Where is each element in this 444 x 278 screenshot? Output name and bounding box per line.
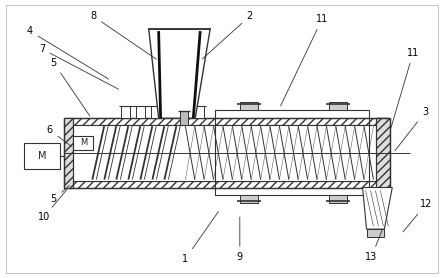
- Text: 5: 5: [51, 58, 90, 116]
- Bar: [240, 195, 258, 203]
- Bar: [180, 106, 189, 118]
- Bar: [329, 195, 347, 203]
- Text: 8: 8: [90, 11, 156, 59]
- Text: 4: 4: [27, 26, 109, 79]
- Bar: [63, 118, 72, 187]
- Bar: [72, 125, 377, 181]
- Text: M: M: [80, 138, 87, 147]
- Text: 5: 5: [51, 185, 69, 204]
- Bar: [215, 110, 369, 195]
- Bar: [74, 136, 93, 150]
- Text: M: M: [38, 151, 46, 161]
- Bar: [166, 106, 174, 118]
- Text: 7: 7: [39, 44, 119, 89]
- Bar: [329, 102, 347, 110]
- Bar: [195, 106, 204, 118]
- Text: 11: 11: [281, 14, 328, 106]
- Text: 6: 6: [47, 125, 71, 146]
- Bar: [377, 118, 390, 187]
- Text: 9: 9: [237, 217, 243, 262]
- Bar: [240, 102, 258, 110]
- Bar: [121, 106, 130, 118]
- Text: 3: 3: [395, 107, 428, 151]
- Text: 13: 13: [365, 230, 382, 262]
- Text: 1: 1: [182, 212, 218, 264]
- Bar: [63, 181, 388, 187]
- Text: 11: 11: [391, 48, 419, 127]
- Bar: [136, 106, 145, 118]
- Bar: [180, 111, 188, 125]
- Bar: [24, 143, 59, 169]
- Polygon shape: [363, 187, 392, 229]
- Bar: [151, 106, 160, 118]
- Bar: [63, 118, 388, 125]
- Text: 10: 10: [38, 190, 67, 222]
- Bar: [367, 229, 385, 237]
- Text: 12: 12: [403, 199, 432, 232]
- Text: 2: 2: [202, 11, 253, 59]
- Polygon shape: [149, 29, 210, 118]
